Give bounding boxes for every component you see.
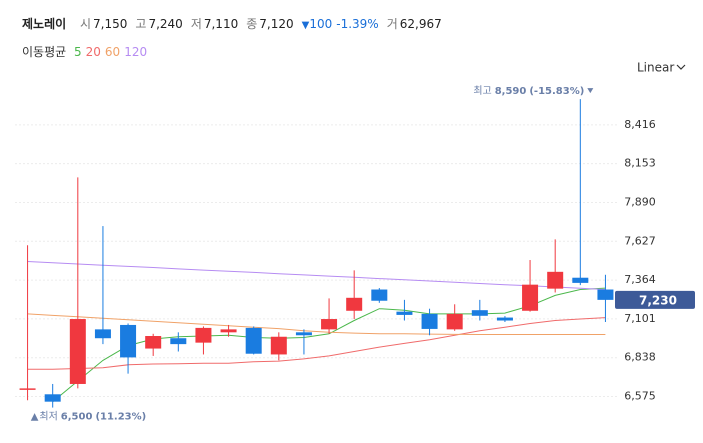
high-arrow xyxy=(587,88,594,94)
candle-body xyxy=(371,289,388,301)
candle-body xyxy=(446,313,463,330)
candle-body xyxy=(421,313,438,329)
candle-body xyxy=(572,277,589,283)
candle-body xyxy=(170,338,187,345)
candle-body xyxy=(69,319,86,384)
y-tick-label: 7,364 xyxy=(624,273,656,286)
dropdown-chevron[interactable] xyxy=(676,64,686,70)
stock-name: 제노레이 xyxy=(22,17,67,31)
y-tick-label: 8,153 xyxy=(624,157,656,170)
candle-body xyxy=(270,336,287,355)
change-amount: 100 xyxy=(309,17,333,31)
high-marker-change: (-15.83%) xyxy=(529,86,584,97)
y-tick-label: 6,838 xyxy=(624,351,656,364)
change-percent: -1.39% xyxy=(336,17,379,31)
candle-body xyxy=(346,297,363,311)
candle-body xyxy=(19,388,36,390)
candle-body xyxy=(547,271,564,289)
quote-header: 제노레이 시 7,150 고 7,240 저 7,110 종 7,120 ▼100 -1.39% 거… xyxy=(22,15,450,32)
y-tick-label: 6,575 xyxy=(624,390,656,403)
low-marker-change: (11.23%) xyxy=(95,412,146,423)
candle-body xyxy=(245,327,262,354)
quote-label: 종 xyxy=(246,17,258,31)
quote-value: 7,150 xyxy=(93,17,128,31)
candle-body xyxy=(120,324,137,358)
high-marker: 최고 8,590 (-15.83%) xyxy=(473,85,584,97)
y-tick-label: 8,416 xyxy=(624,118,656,131)
ma-line xyxy=(27,261,606,290)
ma-line xyxy=(27,313,606,335)
y-tick-label: 7,890 xyxy=(624,195,656,208)
candle-body xyxy=(94,329,111,339)
quote-label: 시 xyxy=(80,17,92,31)
low-marker-value-label: 6,500 xyxy=(61,412,93,423)
candle-body xyxy=(522,284,539,311)
low-marker-prefix: 최저 xyxy=(39,411,57,423)
candle-body xyxy=(44,394,61,402)
scale-mode[interactable]: Linear xyxy=(637,61,674,75)
candle-body xyxy=(396,311,413,315)
quote-value: 7,110 xyxy=(203,17,239,31)
legend-entry: 20 xyxy=(85,45,101,59)
low-arrow: ▲ xyxy=(31,412,39,423)
legend-entry: 120 xyxy=(124,45,148,59)
quote-value: 7,240 xyxy=(148,17,183,31)
legend-entry: 60 xyxy=(104,45,121,59)
candle-body xyxy=(321,319,338,330)
y-tick-label: 7,627 xyxy=(624,234,656,247)
ma-legend: 이동평균 5 20 60 120 xyxy=(22,43,151,60)
candle-body xyxy=(597,289,614,300)
legend-entry: 5 xyxy=(74,45,82,59)
last-price-tag xyxy=(615,290,695,309)
volume-value: 62,967 xyxy=(399,17,442,31)
candle-body xyxy=(471,310,488,316)
candle-body xyxy=(195,327,212,343)
change-arrow: ▼ xyxy=(301,20,310,31)
volume-label: 거 xyxy=(386,17,398,31)
high-marker-value-label: 8,590 xyxy=(495,86,527,97)
last-price-label: 7,230 xyxy=(639,293,677,307)
candle-body xyxy=(145,336,162,349)
quote-label: 저 xyxy=(190,17,202,31)
ma-line xyxy=(27,317,606,370)
high-marker-prefix: 최고 xyxy=(473,85,491,97)
ma-legend-title: 이동평균 xyxy=(22,45,67,59)
low-marker: ▲최저 6,500 (11.23%) xyxy=(31,411,147,423)
candle-body xyxy=(220,329,237,333)
candle-body xyxy=(295,332,312,336)
quote-label: 고 xyxy=(135,17,147,31)
y-tick-label: 7,101 xyxy=(624,312,656,325)
candle-body xyxy=(496,317,513,321)
quote-value: 7,120 xyxy=(259,17,294,31)
ma-line xyxy=(52,287,606,403)
